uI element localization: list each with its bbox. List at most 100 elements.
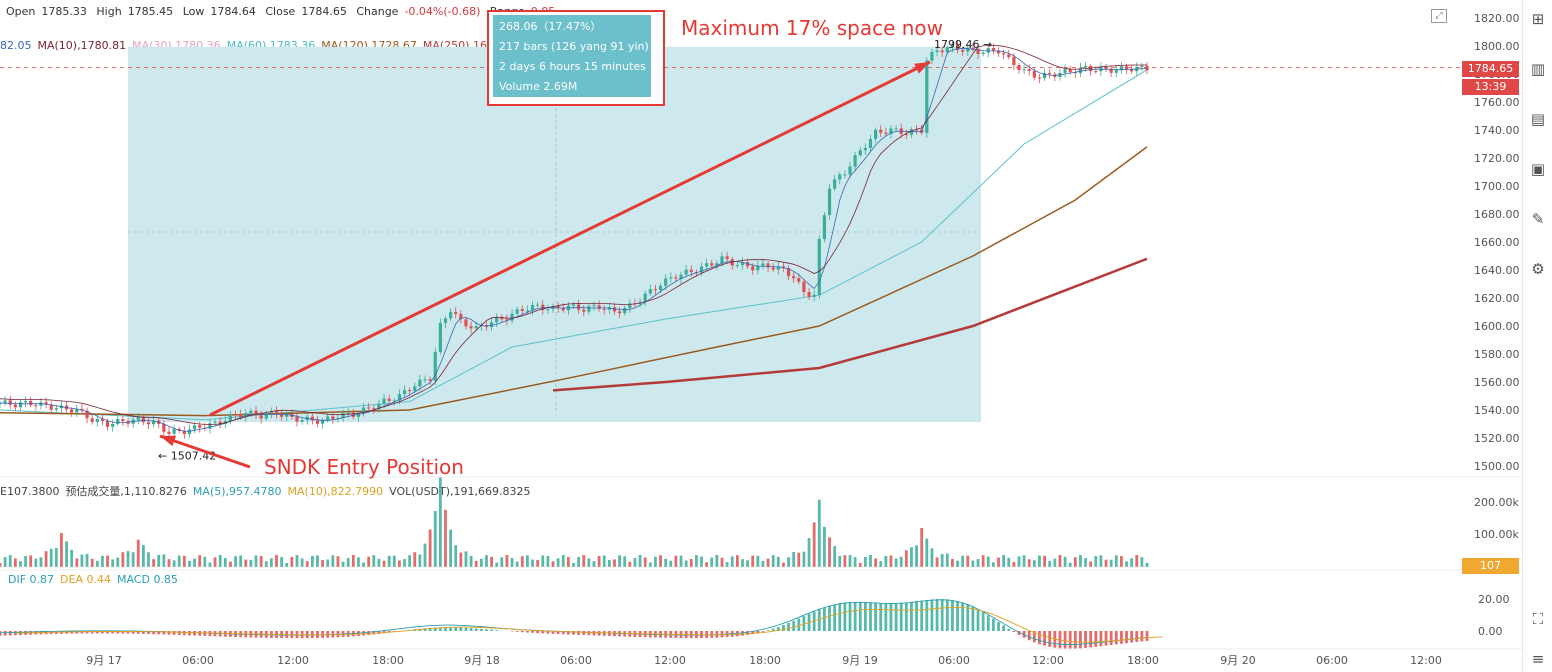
candle-body-188: [961, 50, 965, 52]
price-tick-8: 1660.00: [1474, 236, 1520, 249]
candle-body-85: [433, 351, 437, 381]
volume-bar-115: [587, 558, 591, 567]
settings-icon[interactable]: ⚙: [1531, 260, 1545, 278]
menu-icon[interactable]: ≡: [1531, 650, 1545, 668]
candle-body-75: [382, 398, 386, 404]
macd-bar-199: [1017, 631, 1021, 635]
volume-bar-198: [1012, 561, 1016, 567]
volume-bar-192: [981, 555, 985, 567]
candle-body-10: [49, 404, 53, 410]
ma-line-1: [0, 146, 1148, 417]
volume-bar-111: [566, 557, 570, 567]
volume-bar-162: [828, 537, 831, 567]
macd-bar-216: [1104, 631, 1108, 646]
candle-body-22: [111, 423, 115, 427]
volume-legend-item-1: 预估成交量,1,110.8276: [65, 485, 187, 498]
chart-type-icon[interactable]: ▥: [1530, 60, 1546, 78]
expand-icon[interactable]: ⤢: [1431, 9, 1447, 23]
bars-icon[interactable]: ▤: [1530, 110, 1546, 128]
volume-bar-204: [1043, 555, 1046, 567]
volume-bar-117: [597, 555, 601, 567]
right-toolbar: ⊞ ▥ ▤ ▣ ✎ ⚙ ⛶ ≡: [1522, 0, 1552, 672]
candle-body-202: [1032, 71, 1036, 78]
macd-bar-40: [203, 631, 207, 636]
volume-bar-210: [1073, 557, 1077, 567]
candle-body-169: [863, 147, 867, 151]
candle-body-179: [914, 129, 919, 131]
candle-body-116: [592, 305, 596, 307]
volume-bar-55: [280, 557, 284, 567]
marked-low-label: ← 1507.42: [158, 450, 216, 463]
candle-body-109: [556, 306, 560, 309]
volume-bar-174: [889, 555, 893, 567]
candle-body-159: [812, 294, 816, 297]
candle-body-30: [152, 420, 156, 425]
macd-bar-92: [469, 628, 473, 631]
volume-bar-38: [193, 558, 196, 567]
drawing-tool-icon[interactable]: ✎: [1531, 210, 1545, 228]
macd-bar-85: [433, 627, 437, 631]
macd-bar-0: [0, 631, 2, 636]
volume-bar-185: [945, 553, 949, 567]
volume-bar-120: [613, 559, 616, 567]
price-tick-7: 1640.00: [1474, 264, 1520, 277]
price-tick-10: 1700.00: [1474, 180, 1520, 193]
volume-bar-14: [70, 549, 74, 567]
macd-bar-153: [782, 625, 785, 631]
macd-bar-224: [1145, 631, 1149, 641]
template-icon[interactable]: ▣: [1530, 160, 1546, 178]
candle-body-117: [597, 305, 601, 309]
volume-bar-44: [223, 558, 227, 567]
candle-body-5: [24, 401, 28, 403]
volume-bar-70: [357, 557, 360, 567]
volume-bar-222: [1135, 555, 1139, 567]
volume-bar-98: [500, 557, 504, 567]
x-tick-2: 12:00: [277, 654, 309, 667]
price-tick-12: 1740.00: [1474, 124, 1520, 137]
macd-bar-73: [372, 631, 376, 635]
candle-body-197: [1007, 54, 1011, 58]
volume-bar-81: [413, 552, 417, 567]
candle-body-185: [945, 47, 949, 53]
macd-bar-182: [930, 599, 934, 631]
volume-bar-26: [131, 552, 135, 567]
volume-bar-159: [812, 522, 816, 567]
candle-body-175: [894, 128, 898, 130]
fullscreen-icon[interactable]: ⛶: [1532, 610, 1544, 628]
macd-bar-145: [741, 631, 744, 636]
candle-body-29: [146, 422, 151, 425]
candle-body-154: [786, 268, 791, 277]
volume-bar-139: [710, 557, 714, 567]
candle-body-204: [1042, 72, 1047, 79]
macd-bar-162: [828, 605, 831, 631]
indicator-icon[interactable]: ⊞: [1531, 10, 1545, 28]
annotation-top: Maximum 17% space now: [681, 16, 944, 40]
measure-volume: Volume 2.69M: [499, 80, 578, 93]
candle-body-20: [100, 418, 105, 421]
volume-bar-213: [1089, 561, 1093, 567]
candle-body-78: [397, 394, 402, 401]
candle-body-181: [925, 60, 929, 133]
ma-line-2: [552, 257, 1148, 392]
volume-bar-17: [85, 553, 89, 567]
candle-body-174: [889, 128, 893, 134]
macd-bar-39: [198, 631, 202, 636]
volume-bar-134: [684, 560, 688, 567]
price-tick-4: 1580.00: [1474, 348, 1520, 361]
price-tick-5: 1600.00: [1474, 320, 1520, 333]
candle-body-65: [331, 416, 335, 420]
volume-bar-83: [423, 543, 427, 567]
volume-bar-40: [203, 556, 207, 567]
volume-bar-72: [367, 556, 371, 567]
candle-body-9: [44, 402, 48, 405]
volume-bar-18: [90, 558, 94, 567]
volume-bar-124: [633, 557, 637, 567]
x-tick-0: 9月 17: [86, 654, 122, 667]
candle-body-208: [1063, 69, 1067, 73]
macd-bar-215: [1099, 631, 1103, 647]
volume-bar-212: [1084, 558, 1087, 567]
macd-bar-204: [1043, 631, 1046, 646]
volume-bar-89: [454, 545, 458, 567]
candle-body-107: [546, 309, 550, 311]
